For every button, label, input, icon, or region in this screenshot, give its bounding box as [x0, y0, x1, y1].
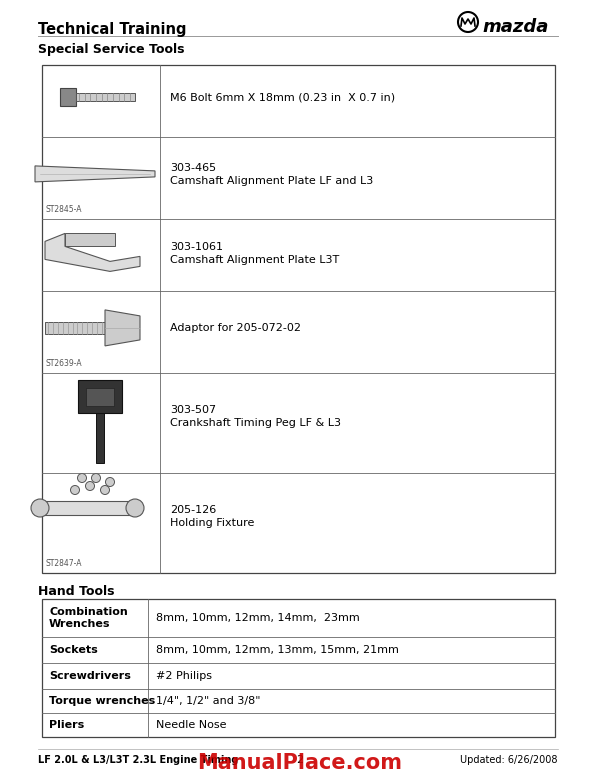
Text: 303-1061: 303-1061 [170, 242, 223, 252]
Text: 8mm, 10mm, 12mm, 14mm,  23mm: 8mm, 10mm, 12mm, 14mm, 23mm [156, 613, 360, 623]
Text: 8mm, 10mm, 12mm, 13mm, 15mm, 21mm: 8mm, 10mm, 12mm, 13mm, 15mm, 21mm [156, 645, 399, 655]
Text: Torque wrenches: Torque wrenches [49, 696, 155, 706]
Text: ST2845-A: ST2845-A [46, 205, 83, 214]
Circle shape [31, 499, 49, 517]
Text: Holding Fixture: Holding Fixture [170, 518, 254, 528]
Circle shape [106, 477, 115, 487]
Text: 2: 2 [296, 755, 304, 765]
Polygon shape [78, 380, 122, 413]
Text: Combination
Wrenches: Combination Wrenches [49, 607, 128, 629]
Polygon shape [35, 166, 155, 182]
Circle shape [71, 486, 79, 494]
Text: ManualPlace.com: ManualPlace.com [197, 753, 403, 773]
Text: Camshaft Alignment Plate LF and L3: Camshaft Alignment Plate LF and L3 [170, 176, 373, 186]
Text: #2 Philips: #2 Philips [156, 671, 212, 681]
Polygon shape [96, 413, 104, 463]
Text: Sockets: Sockets [49, 645, 98, 655]
Text: 205-126: 205-126 [170, 505, 216, 515]
Text: Hand Tools: Hand Tools [38, 585, 115, 598]
Text: Camshaft Alignment Plate L3T: Camshaft Alignment Plate L3T [170, 255, 339, 265]
Polygon shape [60, 88, 76, 106]
Text: ST2847-A: ST2847-A [46, 559, 83, 568]
Text: 303-507: 303-507 [170, 405, 216, 415]
Circle shape [91, 473, 101, 483]
Circle shape [86, 481, 95, 490]
Text: M6 Bolt 6mm X 18mm (0.23 in  X 0.7 in): M6 Bolt 6mm X 18mm (0.23 in X 0.7 in) [170, 92, 395, 102]
Text: Adaptor for 205-072-02: Adaptor for 205-072-02 [170, 323, 301, 333]
Text: mazda: mazda [482, 18, 548, 36]
Text: Special Service Tools: Special Service Tools [38, 43, 185, 56]
Polygon shape [105, 310, 140, 346]
Polygon shape [65, 234, 115, 247]
Text: Crankshaft Timing Peg LF & L3: Crankshaft Timing Peg LF & L3 [170, 418, 341, 428]
Text: Updated: 6/26/2008: Updated: 6/26/2008 [461, 755, 558, 765]
Text: 1/4", 1/2" and 3/8": 1/4", 1/2" and 3/8" [156, 696, 260, 706]
Polygon shape [45, 322, 105, 334]
Text: Pliers: Pliers [49, 720, 84, 730]
Polygon shape [40, 501, 135, 515]
Text: LF 2.0L & L3/L3T 2.3L Engine Timing: LF 2.0L & L3/L3T 2.3L Engine Timing [38, 755, 238, 765]
Text: Technical Training: Technical Training [38, 22, 187, 37]
Text: 303-465: 303-465 [170, 163, 216, 173]
Circle shape [126, 499, 144, 517]
Circle shape [101, 486, 110, 494]
Polygon shape [45, 234, 140, 272]
Circle shape [77, 473, 86, 483]
Text: ST2639-A: ST2639-A [46, 359, 83, 368]
Text: Screwdrivers: Screwdrivers [49, 671, 131, 681]
Polygon shape [86, 388, 114, 406]
Polygon shape [76, 93, 135, 102]
Text: Needle Nose: Needle Nose [156, 720, 227, 730]
